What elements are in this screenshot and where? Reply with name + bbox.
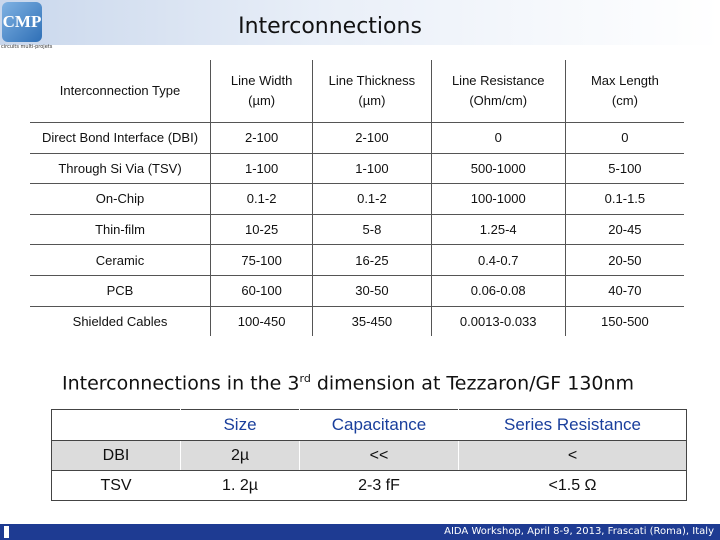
- table-cell: 0.06-0.08: [430, 275, 566, 307]
- table-cell: 0.1-2: [312, 183, 432, 215]
- table-row: Direct Bond Interface (DBI) 2-100 2-100 0 0: [30, 122, 684, 154]
- table-cell: 1-100: [209, 153, 313, 185]
- header-cell: Size: [180, 409, 300, 441]
- interconnections-table: Interconnection Type Line Width (µm) Line…: [30, 60, 684, 337]
- table-row: Thin-film 10-25 5-8 1.25-4 20-45: [30, 214, 684, 246]
- header-cell: Max Length (cm): [564, 60, 684, 123]
- table-cell: DBI: [51, 440, 181, 471]
- table-cell: PCB: [30, 275, 211, 307]
- header-cell: Interconnection Type: [30, 60, 211, 123]
- table-cell: TSV: [51, 470, 181, 501]
- table-cell: 60-100: [209, 275, 313, 307]
- footer-text: AIDA Workshop, April 8-9, 2013, Frascati…: [444, 526, 714, 537]
- table-cell: <<: [299, 440, 459, 471]
- cmp-logo: CMP: [2, 2, 42, 42]
- table-row: On-Chip 0.1-2 0.1-2 100-1000 0.1-1.5: [30, 183, 684, 215]
- table-cell: 2µ: [180, 440, 300, 471]
- table-cell: 1-100: [312, 153, 432, 185]
- table-cell: 20-50: [564, 244, 684, 276]
- table-row: TSV 1. 2µ 2-3 fF <1.5 Ω: [51, 470, 687, 501]
- table-header-row: Size Capacitance Series Resistance: [51, 409, 687, 441]
- table-cell: 2-100: [209, 122, 313, 154]
- table-cell: 0: [430, 122, 566, 154]
- table-cell: 100-450: [209, 306, 313, 337]
- table-cell: 0.0013-0.033: [430, 306, 566, 337]
- table-cell: 75-100: [209, 244, 313, 276]
- table-cell: 0.4-0.7: [430, 244, 566, 276]
- table-cell: 40-70: [564, 275, 684, 307]
- section-subtitle: Interconnections in the 3rd dimension at…: [62, 372, 635, 395]
- table-cell: 0.1-2: [209, 183, 313, 215]
- table-cell: 100-1000: [430, 183, 566, 215]
- logo-text: CMP: [2, 12, 42, 31]
- table-cell: 30-50: [312, 275, 432, 307]
- footer-marker: [4, 526, 9, 538]
- table-cell: Through Si Via (TSV): [30, 153, 211, 185]
- table-cell: 150-500: [564, 306, 684, 337]
- table-cell: <1.5 Ω: [458, 470, 687, 501]
- table-cell: 35-450: [312, 306, 432, 337]
- header-cell: [51, 409, 181, 441]
- header-cell: Capacitance: [299, 409, 459, 441]
- header-cell: Series Resistance: [458, 409, 687, 441]
- table-cell: 16-25: [312, 244, 432, 276]
- footer-bar: AIDA Workshop, April 8-9, 2013, Frascati…: [0, 524, 720, 540]
- table-row: Shielded Cables 100-450 35-450 0.0013-0.033…: [30, 306, 684, 337]
- table-cell: Direct Bond Interface (DBI): [30, 122, 211, 154]
- table-row: Ceramic 75-100 16-25 0.4-0.7 20-50: [30, 244, 684, 276]
- table-cell: 5-100: [564, 153, 684, 185]
- header-cell: Line Resistance (Ohm/cm): [430, 60, 566, 123]
- slide-title: Interconnections: [238, 14, 422, 39]
- table-cell: 500-1000: [430, 153, 566, 185]
- header-cell: Line Width (µm): [209, 60, 313, 123]
- table-row: DBI 2µ << <: [51, 440, 687, 471]
- table-cell: 0: [564, 122, 684, 154]
- table-header-row: Interconnection Type Line Width (µm) Line…: [30, 60, 684, 123]
- table-cell: 0.1-1.5: [564, 183, 684, 215]
- tezzaron-table: Size Capacitance Series Resistance DBI 2µ…: [51, 409, 687, 501]
- table-cell: 1.25-4: [430, 214, 566, 246]
- table-cell: On-Chip: [30, 183, 211, 215]
- header-band: [0, 0, 720, 45]
- table-cell: 10-25: [209, 214, 313, 246]
- logo-subtext: circuits multi-projets: [1, 44, 53, 50]
- table-cell: 2-100: [312, 122, 432, 154]
- table-row: Through Si Via (TSV) 1-100 1-100 500-1000 5-…: [30, 153, 684, 185]
- table-cell: <: [458, 440, 687, 471]
- table-cell: 5-8: [312, 214, 432, 246]
- header-cell: Line Thickness (µm): [312, 60, 432, 123]
- table-cell: Thin-film: [30, 214, 211, 246]
- table-cell: Shielded Cables: [72, 313, 168, 329]
- table-cell: 2-3 fF: [299, 470, 459, 501]
- table-cell: 1. 2µ: [180, 470, 300, 501]
- table-row: PCB 60-100 30-50 0.06-0.08 40-70: [30, 275, 684, 307]
- table-cell: Ceramic: [30, 244, 211, 276]
- table-cell: 20-45: [564, 214, 684, 246]
